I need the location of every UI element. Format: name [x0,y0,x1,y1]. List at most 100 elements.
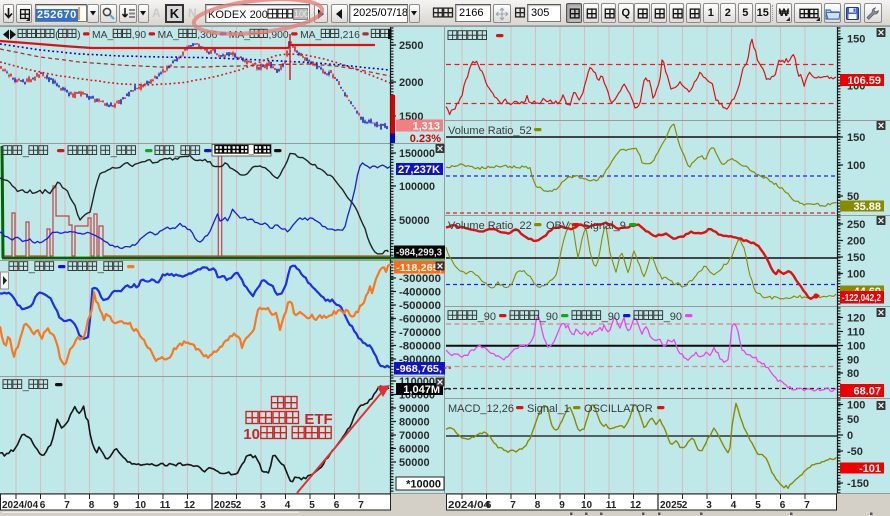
svg-text:): ) [77,30,80,41]
svg-text:250: 250 [847,219,865,231]
svg-text:MA_: MA_ [92,30,113,41]
svg-text:150000: 150000 [399,148,435,160]
svg-text:-50: -50 [847,446,863,458]
svg-text:ETF: ETF [304,411,332,428]
svg-text:0: 0 [847,430,853,442]
svg-text:-600000: -600000 [399,314,441,326]
svg-text:_90: _90 [663,311,682,323]
svg-text:2024/04: 2024/04 [2,500,39,511]
svg-text:12: 12 [630,500,642,511]
svg-text:-122,042,2: -122,042,2 [842,292,881,304]
svg-text:-800000: -800000 [399,341,441,353]
svg-text:,900: ,900 [269,30,289,41]
svg-text:9: 9 [559,500,565,511]
svg-text:3: 3 [260,500,266,511]
svg-text:Signal_9: Signal_9 [583,220,626,232]
svg-text:Volume Ratio_22: Volume Ratio_22 [448,220,532,232]
svg-text:1,313: 1,313 [412,120,440,132]
svg-text:,90: ,90 [132,30,147,41]
svg-text:-700000: -700000 [399,327,441,339]
svg-text:100: 100 [847,341,865,353]
svg-text:_90: _90 [601,311,620,323]
svg-text:-118,265,: -118,265, [396,262,442,274]
svg-text:120: 120 [847,313,865,325]
svg-text:100: 100 [847,400,865,412]
svg-text:7: 7 [804,500,810,511]
svg-text:10: 10 [135,500,147,511]
svg-text:100: 100 [847,160,865,172]
svg-text:70000: 70000 [399,430,430,442]
svg-text:4: 4 [285,500,291,511]
svg-text:Signal_1: Signal_1 [527,403,570,415]
svg-text:6: 6 [780,500,786,511]
svg-text:_: _ [174,146,182,158]
svg-text:,306: ,306 [197,30,217,41]
svg-text:35.88: 35.88 [853,201,881,213]
svg-text:8: 8 [535,500,541,511]
svg-text:150: 150 [847,34,865,46]
svg-text:MACD_12,26: MACD_12,26 [448,403,514,415]
svg-text:_: _ [22,146,30,158]
svg-text:150: 150 [847,132,865,144]
svg-text:_: _ [248,145,255,156]
svg-text:2025: 2025 [660,500,683,511]
svg-text:2024/04: 2024/04 [448,500,490,511]
svg-text:_90: _90 [539,311,558,323]
svg-text:Volume Ratio_52: Volume Ratio_52 [448,125,532,137]
svg-text:100000: 100000 [399,181,435,193]
svg-text:MA_: MA_ [300,30,321,41]
svg-text:_: _ [22,380,30,392]
svg-text:OBV: OBV [546,220,570,232]
svg-text:10: 10 [243,426,260,443]
svg-text:68.07: 68.07 [853,385,881,397]
svg-text:150: 150 [847,252,865,264]
svg-text:90: 90 [847,355,859,367]
svg-text:-968,765,: -968,765, [396,363,442,375]
svg-text:MA_: MA_ [158,30,179,41]
svg-text:50: 50 [847,414,859,426]
svg-text:2: 2 [682,500,688,511]
svg-text:10: 10 [581,500,593,511]
svg-text:90000: 90000 [399,403,430,415]
svg-text:-101: -101 [859,463,881,475]
svg-text:60000: 60000 [399,444,430,456]
svg-text:7: 7 [64,500,70,511]
svg-text:80000: 80000 [399,417,430,429]
svg-text:7: 7 [358,500,364,511]
svg-text:6: 6 [334,500,340,511]
svg-text:200: 200 [847,236,865,248]
svg-text:2000: 2000 [399,77,423,89]
svg-text:,216: ,216 [340,30,360,41]
svg-text:11: 11 [160,500,171,511]
svg-text:-500000: -500000 [399,300,441,312]
svg-text:100: 100 [847,269,865,281]
svg-text:0.23%: 0.23% [410,133,441,145]
svg-text:-300000: -300000 [399,273,441,285]
svg-text:5: 5 [755,500,761,511]
svg-text:7: 7 [510,500,516,511]
svg-text:50000: 50000 [399,215,430,227]
svg-text:4: 4 [731,500,737,511]
svg-text:_90: _90 [477,311,496,323]
svg-text:8: 8 [89,500,95,511]
svg-text:2500: 2500 [399,40,423,52]
svg-text:50: 50 [847,191,859,203]
svg-text:11: 11 [606,500,617,511]
svg-text:-400000: -400000 [399,287,441,299]
svg-text:6: 6 [486,500,492,511]
svg-text:_: _ [97,262,105,274]
svg-text:-150: -150 [847,478,869,490]
svg-text:80: 80 [847,368,859,380]
svg-text:1,047M: 1,047M [403,384,440,396]
svg-text:3: 3 [706,500,712,511]
svg-text:-984,299,3: -984,299,3 [396,247,442,259]
svg-text:110: 110 [847,327,865,339]
svg-text:_: _ [28,262,36,274]
svg-text:6: 6 [40,500,46,511]
svg-text:2025: 2025 [214,500,237,511]
svg-text:KODEX 200: KODEX 200 [208,9,268,21]
svg-text:_: _ [110,146,118,158]
svg-text:9: 9 [113,500,119,511]
svg-text:OSCILLATOR: OSCILLATOR [584,403,653,415]
svg-text:12: 12 [184,500,196,511]
